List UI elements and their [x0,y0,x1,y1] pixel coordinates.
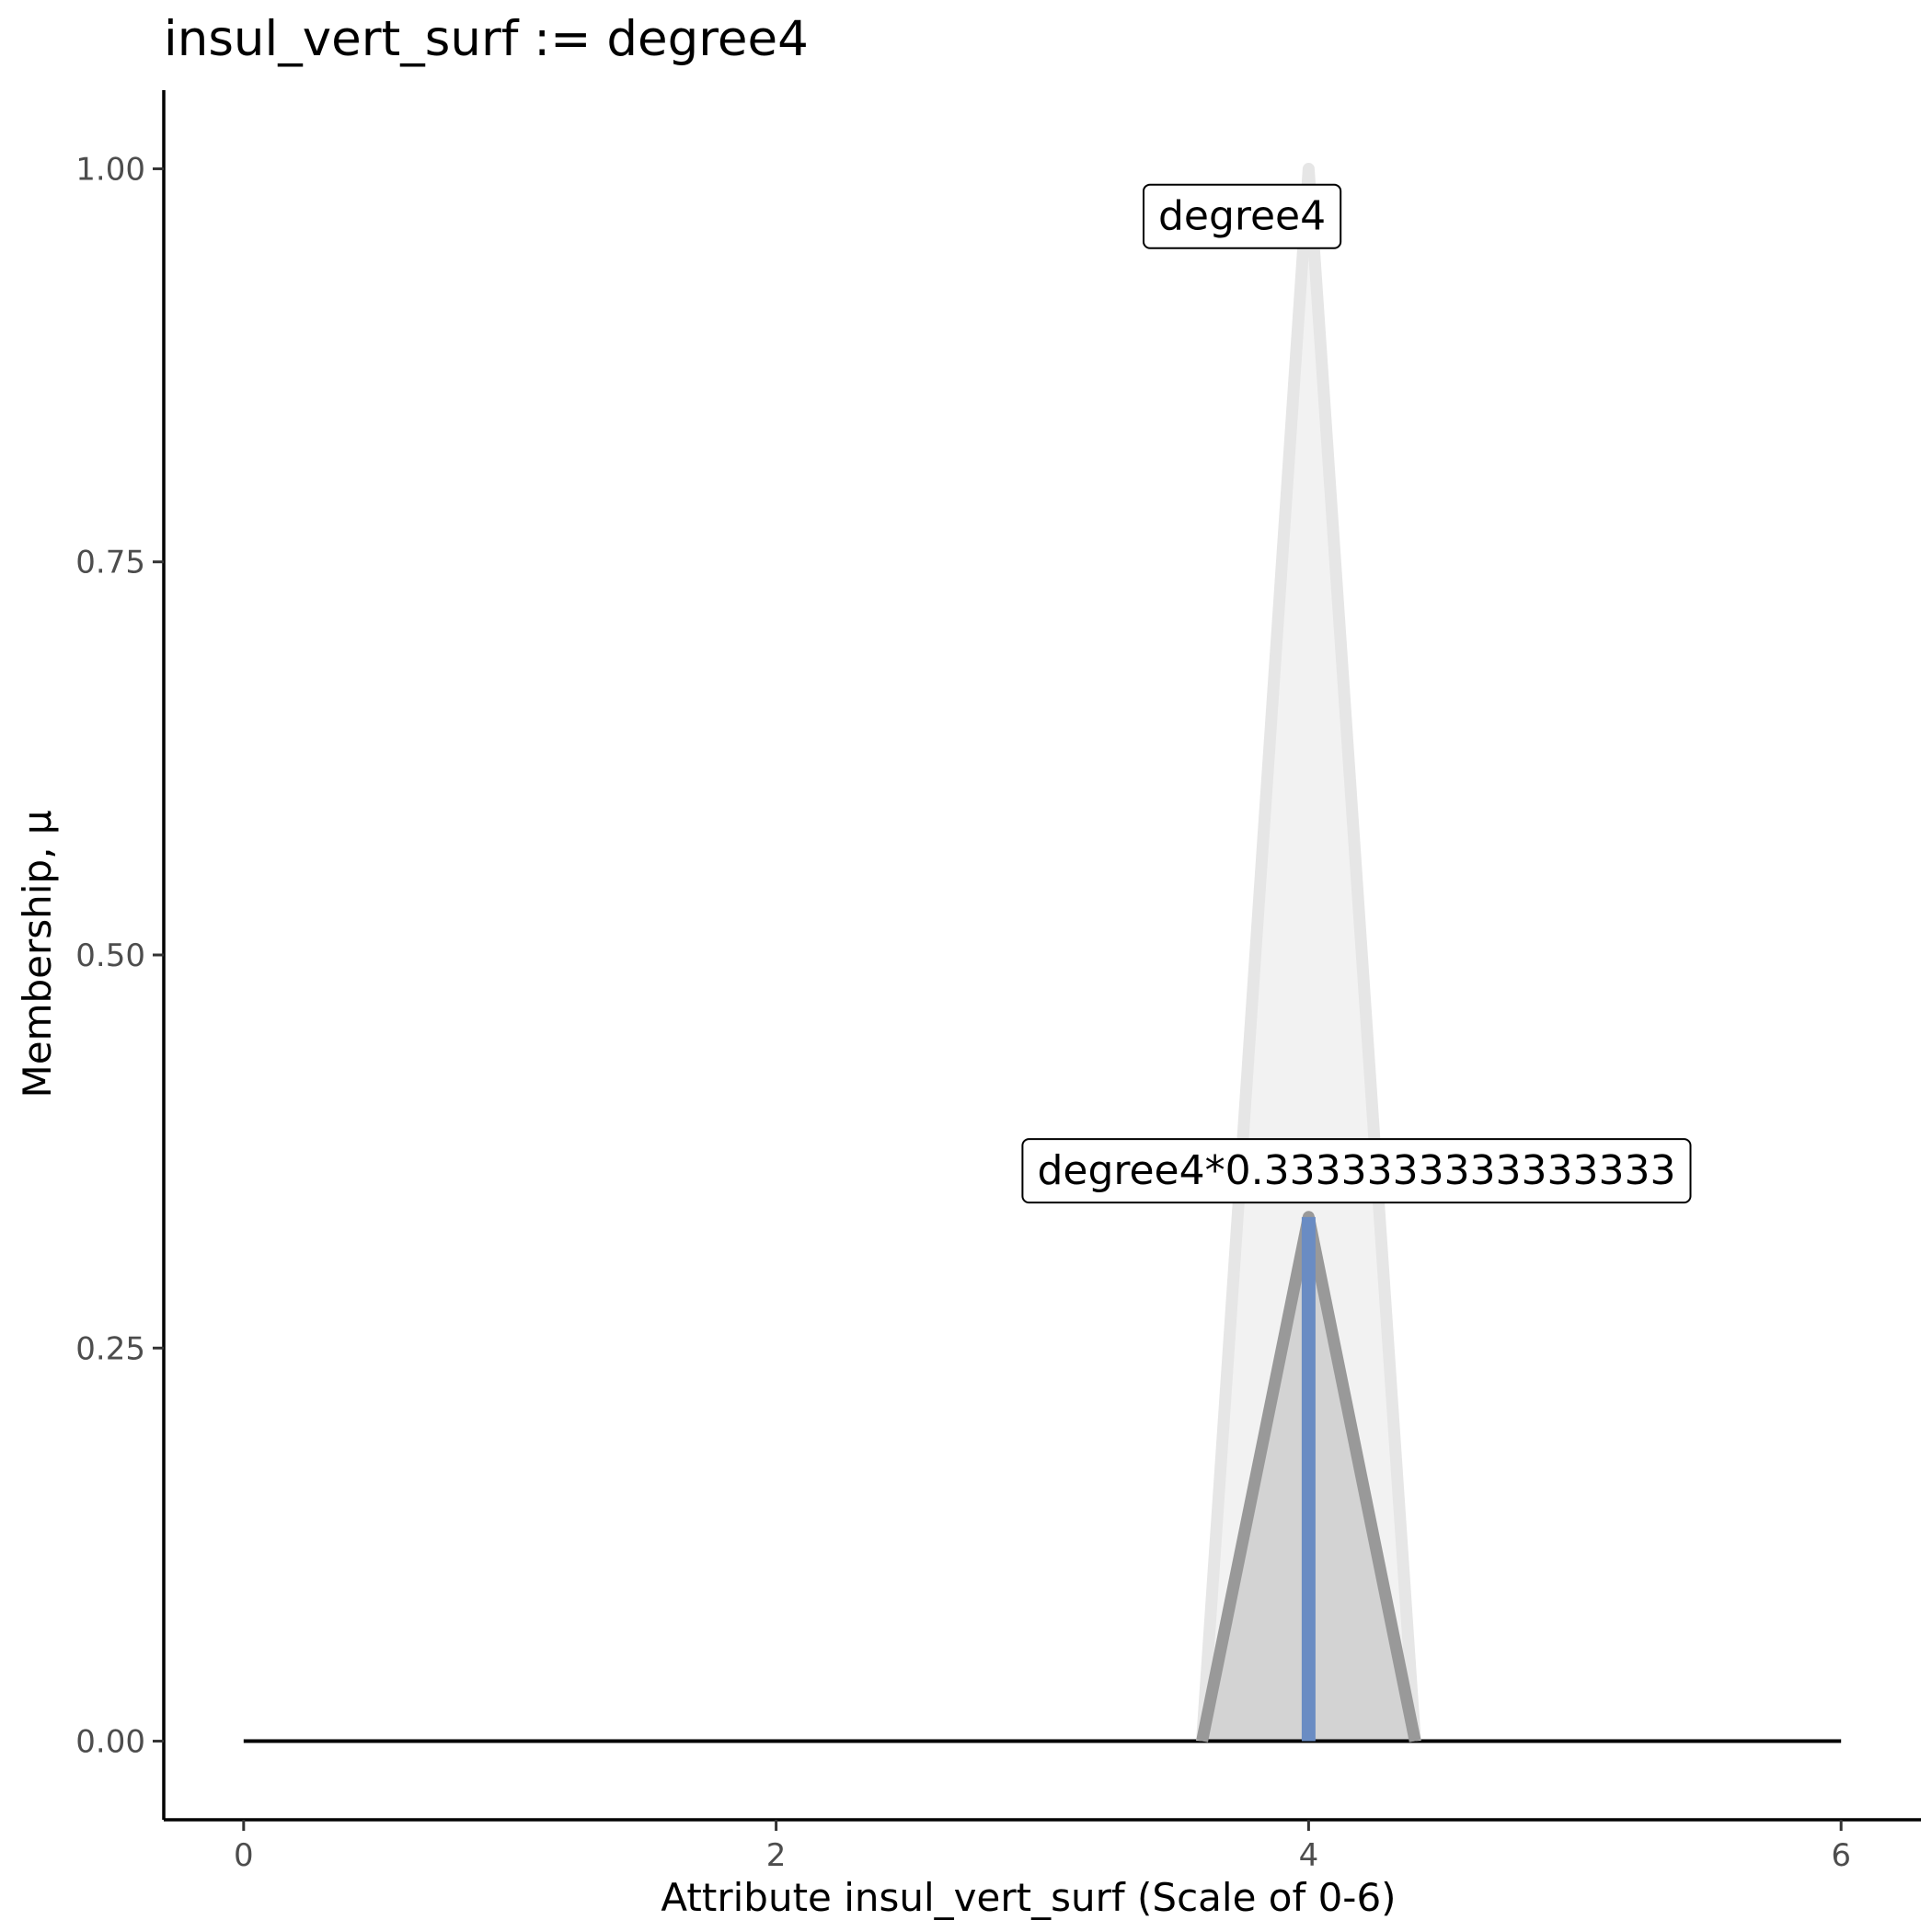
annotation-labels: degree4 degree4*0.3333333333333333 [1021,183,1692,1204]
x-tick-label: 4 [1299,1837,1319,1874]
annotation-text: degree4 [1158,193,1326,240]
membership-line-1 [1196,163,1421,1742]
annotation-label-2: degree4*0.3333333333333333 [1021,1138,1692,1204]
y-tick-label: 0.00 [75,1724,145,1761]
membership-line-2 [1196,1211,1421,1742]
y-axis-title: Membership, μ [15,810,60,1098]
chart-title: insul_vert_surf := degree4 [164,11,809,67]
annotation-text: degree4*0.3333333333333333 [1037,1147,1675,1194]
membership-lines [243,163,1842,1743]
axes: 0 2 4 6 0.00 0.25 0.50 0.75 1.00 [75,90,1921,1874]
x-tick-label: 2 [766,1837,787,1874]
annotation-box [1143,183,1342,249]
x-tick-label: 6 [1831,1837,1851,1874]
y-tick-label: 0.50 [75,937,145,974]
y-tick-label: 1.00 [75,151,145,188]
annotation-label-1: degree4 [1143,183,1342,249]
annotation-box [1021,1138,1692,1204]
x-tick-label: 0 [234,1837,254,1874]
x-axis-title: Attribute insul_vert_surf (Scale of 0-6) [661,1875,1396,1920]
y-tick-label: 0.25 [75,1330,145,1367]
membership-area-1 [1202,168,1416,1742]
y-tick-label: 0.75 [75,545,145,581]
